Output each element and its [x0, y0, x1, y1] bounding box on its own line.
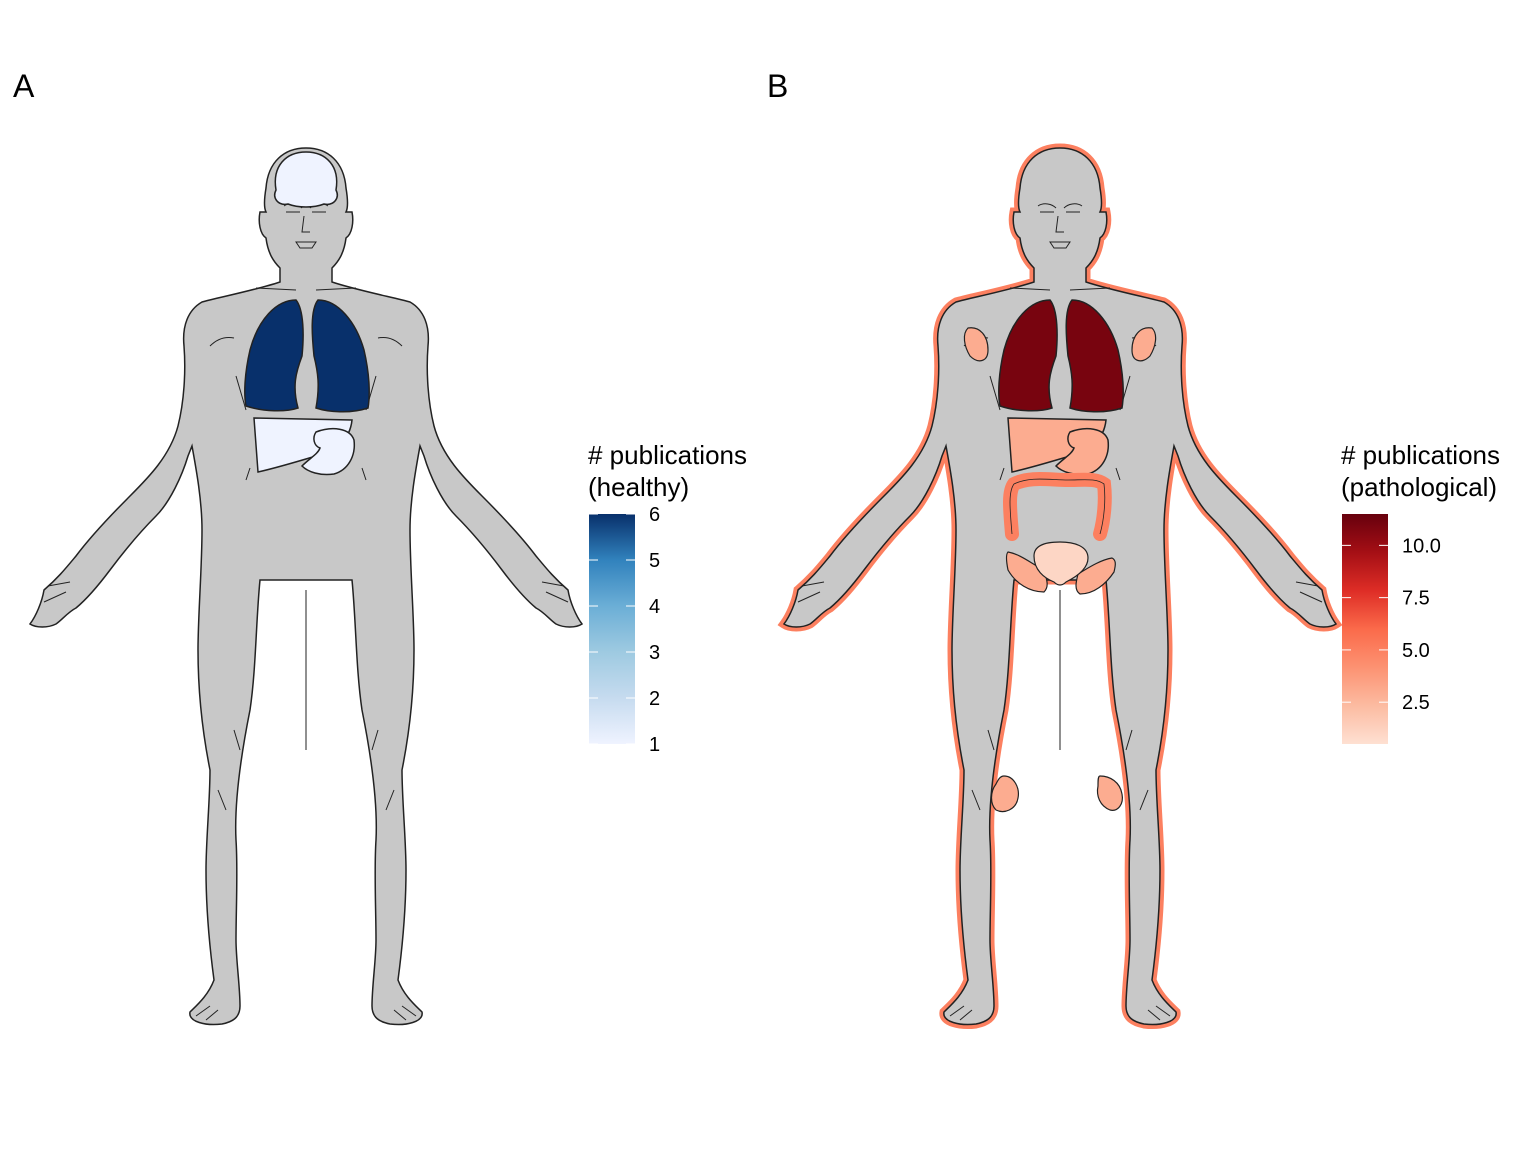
legend-tick-label: 7.5: [1402, 588, 1430, 610]
legend-tick-label: 2: [649, 688, 660, 710]
legend-title-line2: (healthy): [588, 472, 689, 502]
body-silhouette: [29, 147, 583, 1026]
human-body-figure-pathological: [784, 148, 1336, 1025]
colon-outline: [1009, 478, 1106, 535]
left-pelvis-organ: [1005, 551, 1048, 593]
brain-organ: [274, 151, 338, 208]
legend-tick-label: 4: [649, 596, 660, 618]
legend-healthy: # publications (healthy) 1 2 3 4 5 6: [588, 440, 747, 756]
right-pelvis-organ: [1075, 557, 1116, 595]
legend-tick-label: 6: [649, 504, 660, 526]
color-bar: [589, 514, 635, 744]
panel-a: A # publications (healthy) 1 2 3 4 5 6: [13, 68, 747, 1026]
legend-tick-label: 5.0: [1402, 640, 1430, 662]
legend-tick-label: 10.0: [1402, 535, 1441, 557]
legend-tick-label: 3: [649, 642, 660, 664]
stomach-organ: [300, 427, 356, 476]
right-lung-organ: [1065, 299, 1124, 413]
color-bar: [1342, 514, 1388, 744]
left-lung-organ: [244, 299, 304, 412]
right-shoulder-joint-organ: [1131, 327, 1157, 362]
left-lung-organ: [998, 299, 1058, 412]
human-body-figure-healthy: [29, 147, 583, 1026]
bladder-organ: [1033, 541, 1089, 586]
legend-tick-label: 2.5: [1402, 692, 1430, 714]
right-knee-organ: [1096, 775, 1123, 811]
body-silhouette: [783, 147, 1337, 1026]
legend-title-line2: (pathological): [1341, 472, 1497, 502]
panel-b: B # publications (pathological) 2.5 5.0 7.…: [767, 68, 1500, 1025]
left-knee-organ: [990, 775, 1019, 813]
legend-title-line1: # publications: [1341, 440, 1500, 470]
left-shoulder-joint-organ: [963, 327, 989, 362]
legend-title-line1: # publications: [588, 440, 747, 470]
legend-tick-label: 1: [649, 734, 660, 756]
right-lung-organ: [311, 299, 370, 413]
legend-tick-label: 5: [649, 550, 660, 572]
panel-label: B: [767, 68, 788, 104]
panel-label: A: [13, 68, 35, 104]
legend-pathological: # publications (pathological) 2.5 5.0 7.5 1…: [1341, 440, 1500, 744]
